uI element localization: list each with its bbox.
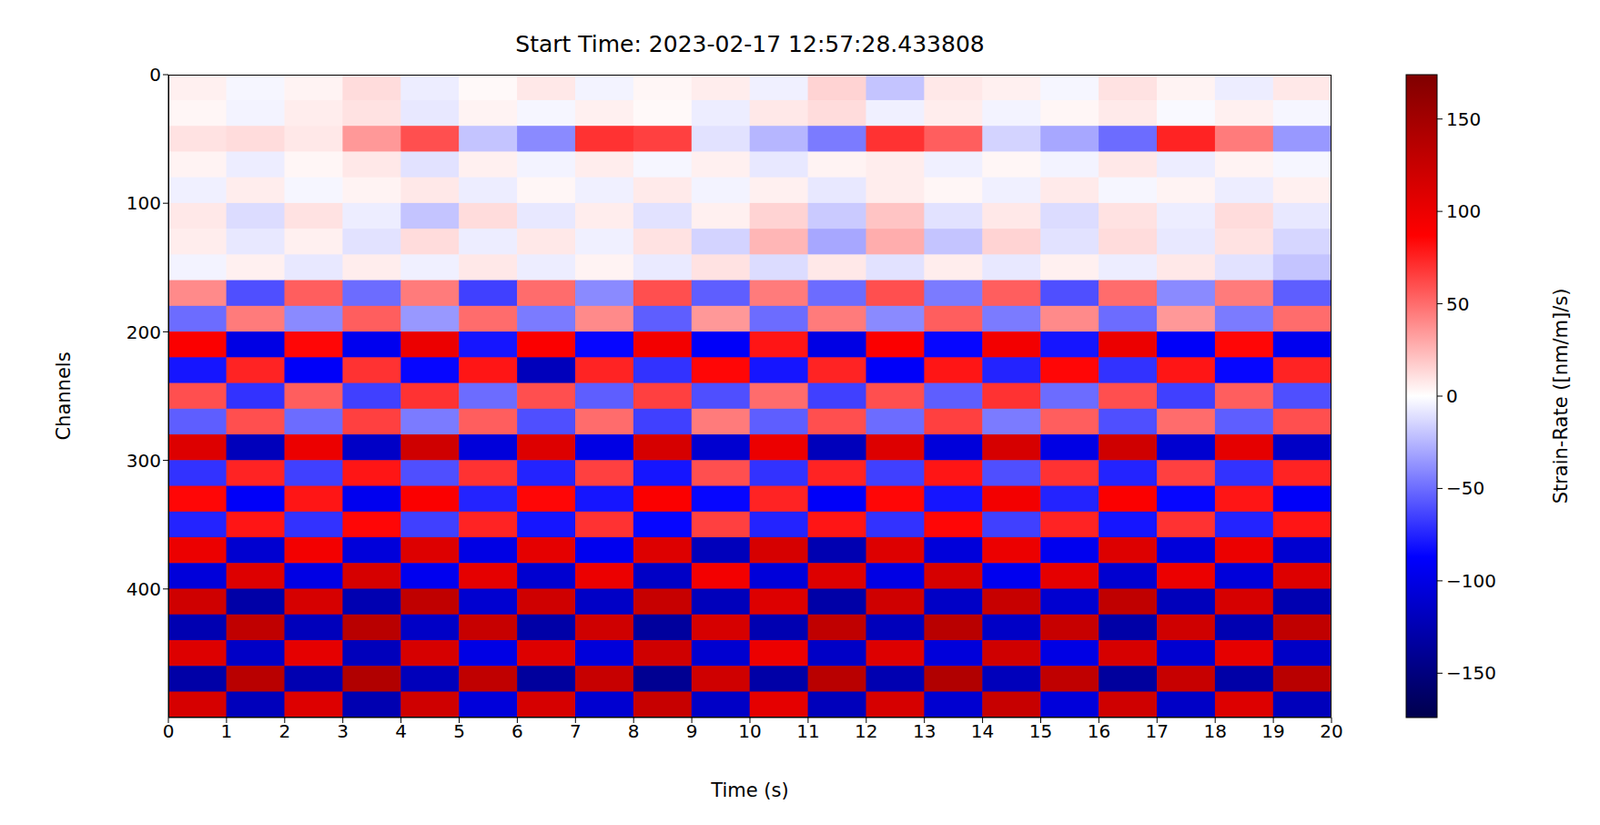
- svg-text:200: 200: [126, 321, 162, 344]
- html-text:Time (s): Time (s): [711, 779, 789, 801]
- svg-text:50: 50: [1446, 293, 1469, 315]
- svg-text:20: 20: [1319, 719, 1343, 742]
- svg-text:0: 0: [149, 63, 162, 86]
- svg-text:12: 12: [854, 719, 878, 742]
- svg-text:13: 13: [912, 719, 936, 742]
- svg-text:−50: −50: [1446, 476, 1485, 499]
- svg-text:8: 8: [627, 719, 640, 742]
- svg-text:300: 300: [126, 449, 162, 472]
- svg-text:10: 10: [738, 719, 761, 742]
- svg-text:9: 9: [686, 719, 699, 742]
- svg-text:11: 11: [796, 719, 820, 742]
- svg-text:14: 14: [971, 719, 994, 742]
- svg-text:16: 16: [1087, 719, 1111, 742]
- svg-text:3: 3: [336, 719, 349, 742]
- svg-text:7: 7: [569, 719, 582, 742]
- html-text:Start Time: 2023-02-17 12:57:2: Start Time: 2023-02-17 12:57:28.433808: [515, 30, 985, 58]
- svg-text:100: 100: [1446, 200, 1481, 223]
- svg-text:1: 1: [221, 719, 233, 742]
- svg-text:0: 0: [162, 719, 175, 742]
- svg-text:−100: −100: [1446, 569, 1497, 592]
- svg-text:15: 15: [1029, 719, 1053, 742]
- svg-text:18: 18: [1203, 719, 1226, 742]
- svg-text:−150: −150: [1446, 661, 1497, 684]
- svg-text:0: 0: [1446, 384, 1459, 407]
- svg-text:19: 19: [1261, 719, 1285, 742]
- svg-text:100: 100: [126, 192, 162, 214]
- svg-text:6: 6: [511, 719, 524, 742]
- svg-text:Strain-Rate ([nm/m]/s): Strain-Rate ([nm/m]/s): [1549, 288, 1572, 505]
- svg-text:2: 2: [278, 719, 291, 742]
- svg-text:4: 4: [394, 719, 407, 742]
- svg-text:5: 5: [453, 719, 466, 742]
- svg-text:17: 17: [1145, 719, 1169, 742]
- svg-text:400: 400: [126, 577, 162, 600]
- svg-text:150: 150: [1446, 108, 1481, 131]
- html-text:Channels: Channels: [52, 351, 75, 441]
